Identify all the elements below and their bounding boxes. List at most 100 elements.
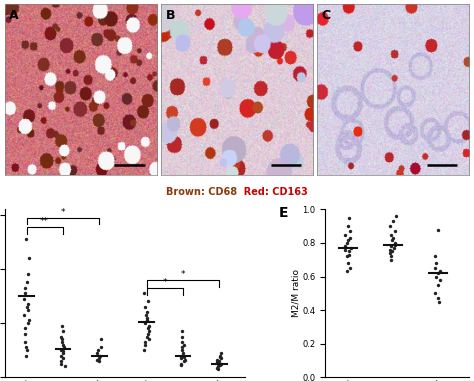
Point xyxy=(344,223,352,229)
Point xyxy=(21,290,29,296)
Point xyxy=(23,347,30,353)
Point xyxy=(22,344,29,351)
Point xyxy=(215,366,222,372)
Point xyxy=(144,325,152,331)
Point xyxy=(178,328,186,334)
Point xyxy=(141,347,148,353)
Point xyxy=(96,352,104,359)
Point xyxy=(347,245,355,251)
Point xyxy=(21,331,29,337)
Point xyxy=(213,365,221,371)
Point xyxy=(94,357,101,363)
Point xyxy=(345,237,352,243)
Point xyxy=(61,363,69,370)
Point xyxy=(94,347,102,353)
Point xyxy=(60,355,67,361)
Point xyxy=(387,232,395,238)
Point xyxy=(95,355,103,361)
Point xyxy=(25,301,32,307)
Point xyxy=(21,325,29,331)
Point xyxy=(97,344,104,351)
Point xyxy=(22,352,30,359)
Point xyxy=(434,295,442,301)
Point xyxy=(178,360,185,367)
Point xyxy=(57,352,64,359)
Point xyxy=(181,354,188,360)
Point xyxy=(60,350,67,356)
Text: E: E xyxy=(279,206,289,220)
Point xyxy=(215,358,222,364)
Point xyxy=(23,304,31,310)
Text: *: * xyxy=(181,270,185,279)
Point xyxy=(217,355,224,361)
Text: Brown: CD68: Brown: CD68 xyxy=(166,187,237,197)
Point xyxy=(217,352,224,359)
Point xyxy=(23,279,31,285)
Point xyxy=(217,350,225,356)
Point xyxy=(178,347,186,353)
Point xyxy=(431,253,439,259)
Point xyxy=(144,309,151,315)
Point xyxy=(432,260,440,266)
Point xyxy=(343,269,351,275)
Point xyxy=(432,274,439,280)
Point xyxy=(434,270,442,276)
Point xyxy=(140,290,148,296)
Point xyxy=(142,312,149,318)
Point xyxy=(179,350,187,356)
Point xyxy=(58,323,66,329)
Point xyxy=(390,245,397,251)
Point xyxy=(59,349,67,355)
Point xyxy=(217,354,224,360)
Point xyxy=(392,213,399,219)
Point xyxy=(389,235,397,241)
Point xyxy=(389,218,397,224)
Point xyxy=(58,339,66,345)
Point xyxy=(145,331,152,337)
Point xyxy=(58,347,65,353)
Text: A: A xyxy=(9,9,19,22)
Text: B: B xyxy=(165,9,175,22)
Point xyxy=(182,357,189,363)
Point xyxy=(341,247,349,253)
Y-axis label: M2/M ratio: M2/M ratio xyxy=(292,269,301,317)
Text: **: ** xyxy=(40,217,49,226)
Point xyxy=(24,306,31,312)
Text: Red: CD163: Red: CD163 xyxy=(237,187,308,197)
Point xyxy=(98,336,105,343)
Point xyxy=(387,257,395,263)
Point xyxy=(145,328,152,334)
Point xyxy=(61,344,68,351)
Point xyxy=(389,248,396,255)
Point xyxy=(178,339,186,345)
Point xyxy=(21,339,29,345)
Point xyxy=(22,236,30,242)
Text: C: C xyxy=(321,9,331,22)
Point xyxy=(21,296,28,302)
Point xyxy=(217,360,225,367)
Text: *: * xyxy=(61,208,65,217)
Point xyxy=(346,248,353,255)
Point xyxy=(24,320,32,326)
Point xyxy=(346,252,353,258)
Point xyxy=(341,243,349,250)
Point xyxy=(431,265,438,271)
Point xyxy=(21,285,29,291)
Point xyxy=(436,269,444,275)
Point xyxy=(346,235,354,241)
Point xyxy=(145,298,152,304)
Point xyxy=(387,243,395,250)
Point xyxy=(391,228,399,234)
Point xyxy=(20,312,28,318)
Point xyxy=(143,333,151,339)
Point xyxy=(141,320,149,326)
Point xyxy=(179,333,186,339)
Point xyxy=(59,342,66,348)
Point xyxy=(25,317,33,323)
Point xyxy=(431,290,439,296)
Point xyxy=(178,344,186,351)
Point xyxy=(387,250,394,256)
Point xyxy=(177,362,184,368)
Point xyxy=(343,253,351,259)
Point xyxy=(145,323,153,329)
